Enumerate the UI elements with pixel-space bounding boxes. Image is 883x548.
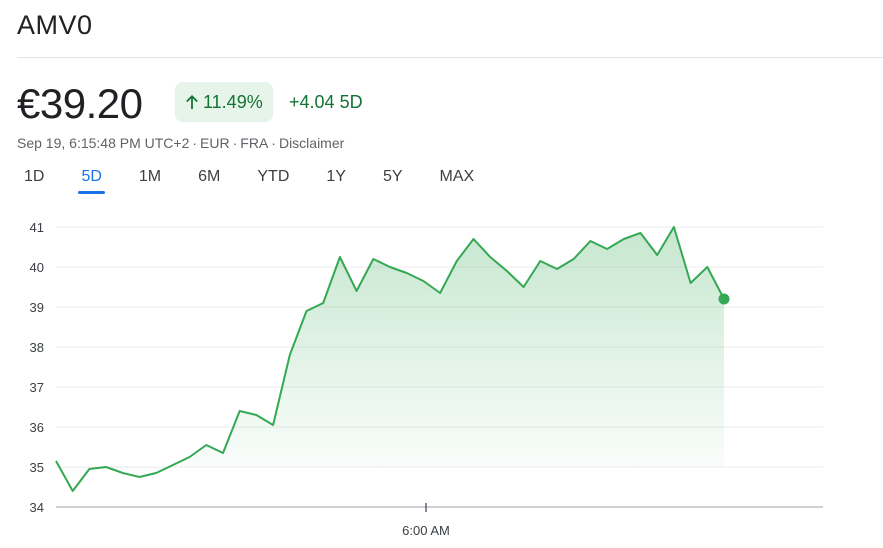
current-price: €39.20 — [17, 80, 143, 127]
y-tick-label: 40 — [30, 260, 44, 275]
tab-1m[interactable]: 1M — [138, 168, 162, 185]
quote-meta: Sep 19, 6:15:48 PM UTC+2 · EUR · FRA · Disclai… — [17, 135, 345, 151]
range-tabs: 1D 5D 1M 6M YTD 1Y 5Y MAX — [24, 166, 511, 194]
arrow-up-icon — [186, 95, 198, 109]
y-tick-label: 38 — [30, 340, 44, 355]
y-tick-label: 41 — [30, 220, 44, 235]
chart-area — [56, 227, 724, 491]
chart-line — [55, 226, 730, 492]
header-divider — [17, 57, 883, 58]
percent-change-value: 11.49% — [203, 91, 263, 112]
tab-1y[interactable]: 1Y — [326, 168, 346, 185]
change-period: 5D — [339, 92, 363, 112]
tab-6m[interactable]: 6M — [198, 168, 221, 185]
absolute-change: +4.04 5D — [289, 92, 363, 113]
y-tick-label: 39 — [30, 300, 44, 315]
tab-1d[interactable]: 1D — [24, 168, 45, 185]
last-point-marker — [718, 293, 730, 305]
y-tick-label: 34 — [30, 500, 44, 515]
price-chart[interactable]: 34 35 36 37 38 39 40 41 6:00 AM — [0, 200, 883, 548]
change-value: +4.04 — [289, 92, 335, 112]
y-tick-label: 36 — [30, 420, 44, 435]
y-tick-label: 35 — [30, 460, 44, 475]
series-line — [55, 226, 725, 492]
disclaimer-link[interactable]: Disclaimer — [278, 135, 345, 151]
quote-timestamp: Sep 19, 6:15:48 PM UTC+2 — [17, 135, 190, 151]
x-tick-label: 6:00 AM — [402, 523, 450, 538]
area-fill — [56, 227, 724, 491]
x-axis: 6:00 AM — [56, 503, 823, 538]
tab-5d[interactable]: 5D — [78, 166, 106, 194]
percent-change-badge: 11.49% — [175, 82, 273, 122]
quote-exchange: FRA — [240, 135, 269, 151]
y-tick-label: 37 — [30, 380, 44, 395]
tab-max[interactable]: MAX — [439, 168, 475, 185]
tab-ytd[interactable]: YTD — [257, 168, 290, 185]
y-axis: 34 35 36 37 38 39 40 41 — [30, 220, 44, 515]
quote-currency: EUR — [200, 135, 230, 151]
ticker-symbol: AMV0 — [17, 10, 93, 40]
tab-5y[interactable]: 5Y — [382, 168, 403, 185]
